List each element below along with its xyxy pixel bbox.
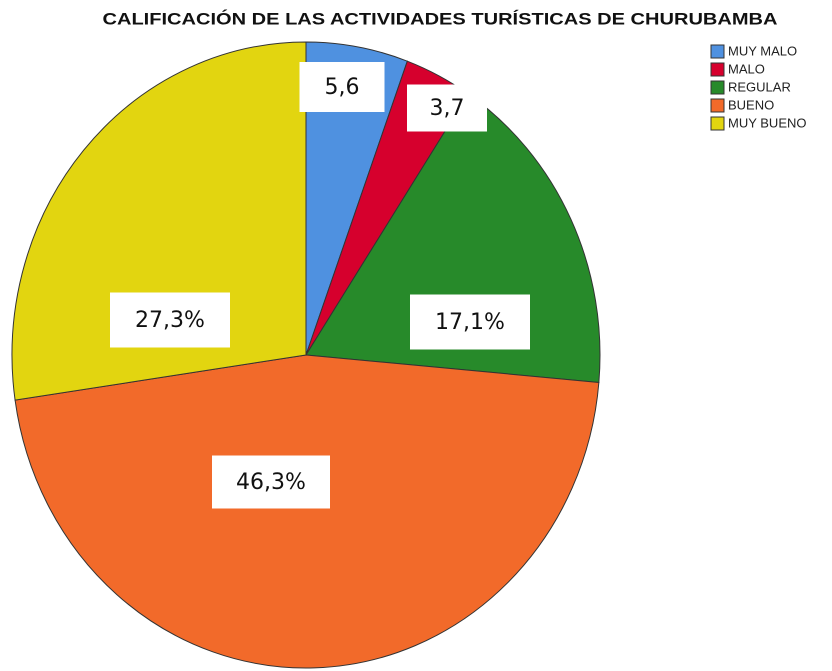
value-label: 17,1% [435, 310, 505, 335]
label-box [407, 84, 487, 132]
legend-text: MUY BUENO [728, 115, 807, 130]
label-box [299, 62, 385, 112]
value-label: 5,6 [325, 75, 360, 100]
legend-text: MALO [728, 61, 765, 76]
pie-slice [11, 41, 307, 401]
legend-swatch [710, 98, 725, 113]
legend-swatch [710, 62, 725, 77]
label-box [110, 292, 230, 348]
value-label: 27,3% [135, 308, 205, 333]
legend-text: BUENO [728, 97, 774, 112]
legend-text: REGULAR [728, 79, 791, 94]
pie-slice [14, 354, 600, 669]
label-box [212, 455, 330, 509]
chart-title: CALIFICACIÓN DE LAS ACTIVIDADES TURÍSTIC… [103, 9, 778, 28]
value-label: 46,3% [236, 470, 306, 495]
label-box [410, 294, 530, 350]
legend-swatch [710, 44, 725, 59]
legend-text: MUY MALO [728, 43, 797, 58]
legend-swatch [710, 116, 725, 131]
legend-swatch [710, 80, 725, 95]
value-label: 3,7 [430, 96, 465, 121]
